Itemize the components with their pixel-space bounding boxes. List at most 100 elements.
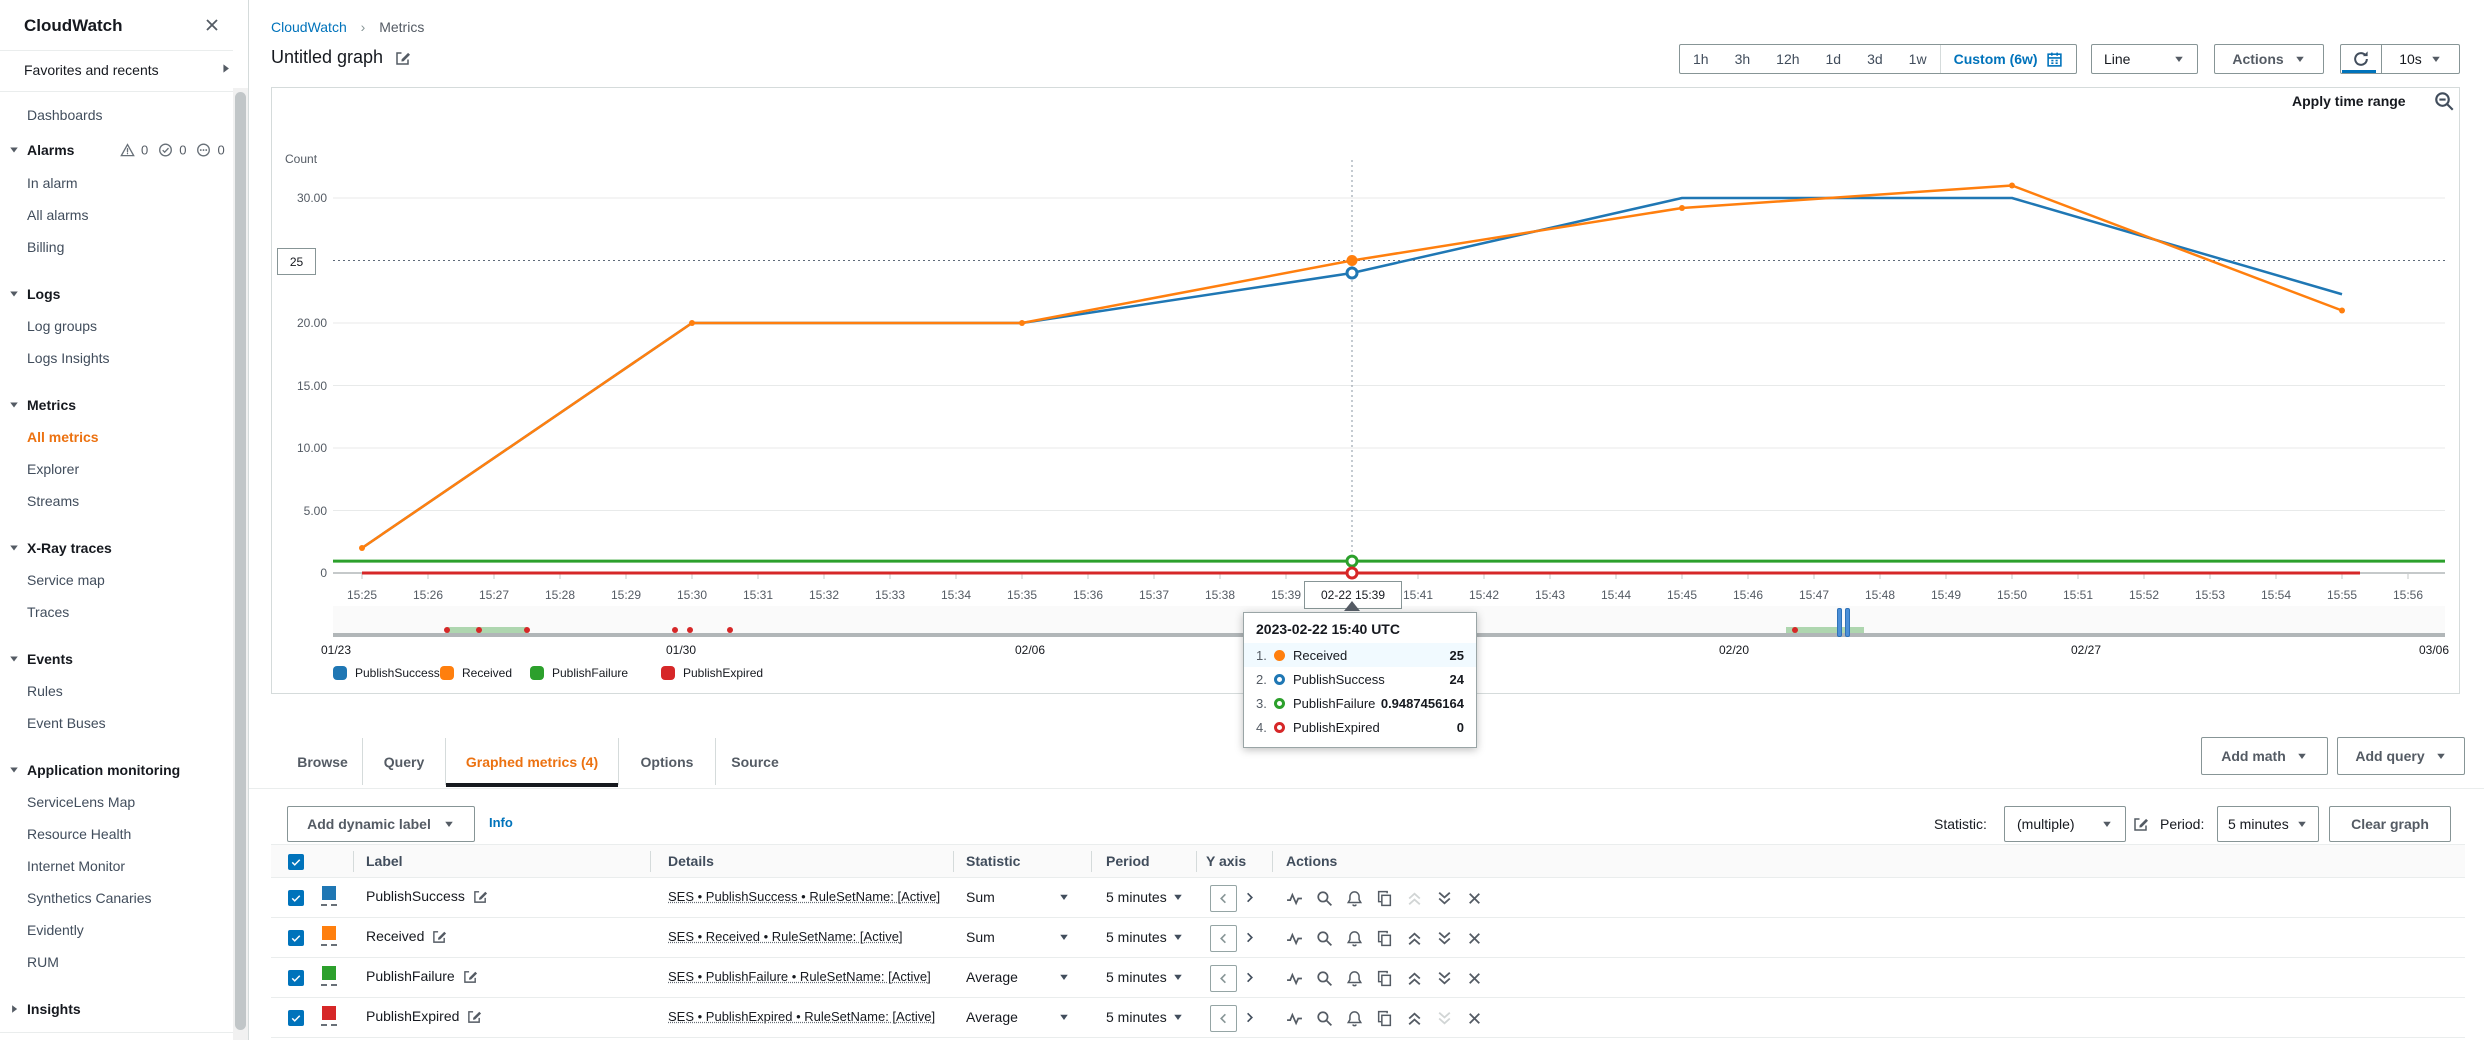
duplicate-metric-button[interactable] [1376,930,1393,947]
move-up-button[interactable] [1406,930,1423,947]
range-1h[interactable]: 1h [1693,51,1709,67]
sidebar-item-application-monitoring[interactable]: Application monitoring [0,755,233,785]
sidebar-item-rules[interactable]: Rules [27,683,63,699]
chart-type-select[interactable]: Line [2091,44,2198,74]
tab-source[interactable]: Source [715,738,794,785]
row-checkbox[interactable] [288,1010,304,1026]
sidebar-item-metrics[interactable]: Metrics [0,390,233,420]
add-query-button[interactable]: Add query [2337,737,2465,775]
zoom-to-metric-button[interactable] [1316,970,1333,987]
sidebar-item-in-alarm[interactable]: In alarm [27,175,78,191]
metric-details[interactable]: SES • Received • RuleSetName: [Active] [668,929,903,944]
remove-metric-button[interactable] [1466,930,1483,947]
range-3h[interactable]: 3h [1734,51,1751,67]
edit-title-icon[interactable] [395,50,411,66]
sidebar-item-synthetics-canaries[interactable]: Synthetics Canaries [27,890,152,906]
sidebar-item-internet-monitor[interactable]: Internet Monitor [27,858,126,874]
edit-label-icon[interactable] [432,929,447,944]
add-dynamic-label-button[interactable]: Add dynamic label [287,806,475,842]
sidebar-item-service-map[interactable]: Service map [27,572,105,588]
sidebar-item-explorer[interactable]: Explorer [27,461,80,477]
statistic-select[interactable]: (multiple) [2004,806,2126,842]
metric-details[interactable]: SES • PublishSuccess • RuleSetName: [Act… [668,889,941,904]
duplicate-metric-button[interactable] [1376,970,1393,987]
info-link[interactable]: Info [489,815,513,830]
line-style-dashes[interactable] [321,944,337,946]
sidebar-item-resource-health[interactable]: Resource Health [27,826,132,842]
series-color-swatch[interactable] [322,886,336,900]
create-alarm-button[interactable] [1346,1010,1363,1027]
line-style-dashes[interactable] [321,984,337,986]
apply-time-range[interactable]: Apply time range [2292,93,2406,109]
timeline-brush-handle[interactable] [1837,608,1843,637]
favorites-and-recents[interactable]: Favorites and recents [0,50,233,92]
range-1w[interactable]: 1w [1908,51,1927,67]
y-axis-left-toggle[interactable] [1210,1005,1237,1032]
series-color-swatch[interactable] [322,1006,336,1020]
create-alarm-button[interactable] [1346,890,1363,907]
sidebar-scrollbar-thumb[interactable] [235,92,246,1030]
legend-item-received[interactable]: Received [440,666,512,680]
tab-graphed-metrics-4-[interactable]: Graphed metrics (4) [445,738,618,787]
timeline-brush-handle[interactable] [1845,608,1851,637]
row-checkbox[interactable] [288,970,304,986]
zoom-to-metric-button[interactable] [1316,1010,1333,1027]
sidebar-item-all-alarms[interactable]: All alarms [27,207,89,223]
series-color-swatch[interactable] [322,966,336,980]
graph-this-metric-only-button[interactable] [1286,1010,1303,1027]
metric-details[interactable]: SES • PublishFailure • RuleSetName: [Act… [668,969,931,984]
y-axis-left-toggle[interactable] [1210,965,1237,992]
metric-details[interactable]: SES • PublishExpired • RuleSetName: [Act… [668,1009,936,1024]
zoom-to-metric-button[interactable] [1316,930,1333,947]
actions-button[interactable]: Actions [2214,44,2324,74]
edit-statistic-icon[interactable] [2133,816,2149,832]
line-style-dashes[interactable] [321,1024,337,1026]
create-alarm-button[interactable] [1346,970,1363,987]
refresh-interval-select[interactable]: 10s [2382,45,2459,73]
legend-item-publishfailure[interactable]: PublishFailure [530,666,628,680]
zoom-to-metric-button[interactable] [1316,890,1333,907]
sidebar-item-evidently[interactable]: Evidently [27,922,84,938]
edit-label-icon[interactable] [463,969,478,984]
sidebar-item-servicelens-map[interactable]: ServiceLens Map [27,794,136,810]
zoom-out-icon[interactable] [2434,91,2454,111]
edit-title-icon[interactable] [395,50,411,66]
graph-this-metric-only-button[interactable] [1286,930,1303,947]
y-axis-right-toggle[interactable] [1242,970,1257,985]
create-alarm-button[interactable] [1346,930,1363,947]
breadcrumb-cloudwatch[interactable]: CloudWatch [271,19,347,35]
move-down-button[interactable] [1436,970,1453,987]
refresh-button[interactable] [2341,45,2382,73]
move-up-button[interactable] [1406,970,1423,987]
period-select[interactable]: 5 minutes [2217,806,2319,842]
tab-options[interactable]: Options [618,738,715,785]
remove-metric-button[interactable] [1466,890,1483,907]
caret-down-icon[interactable] [1172,1011,1184,1023]
select-all-checkbox[interactable] [288,854,304,870]
add-math-button[interactable]: Add math [2201,737,2328,775]
move-down-button[interactable] [1436,1010,1453,1027]
clear-graph-button[interactable]: Clear graph [2329,806,2451,842]
caret-down-icon[interactable] [1058,1011,1070,1023]
y-axis-right-toggle[interactable] [1242,890,1257,905]
edit-label-icon[interactable] [473,889,488,904]
statistic-dropdown[interactable]: Average [966,969,1018,985]
row-checkbox[interactable] [288,930,304,946]
zoom-out-icon[interactable] [2434,91,2454,111]
sidebar-item-streams[interactable]: Streams [27,493,80,509]
duplicate-metric-button[interactable] [1376,1010,1393,1027]
range-12h[interactable]: 12h [1776,51,1800,67]
range-custom[interactable]: Custom (6w) [1939,45,2076,73]
caret-down-icon[interactable] [1058,971,1070,983]
sidebar-item-billing[interactable]: Billing [27,239,65,255]
statistic-dropdown[interactable]: Sum [966,889,995,905]
sidebar-item-logs[interactable]: Logs [0,279,233,309]
remove-metric-button[interactable] [1466,970,1483,987]
range-3d[interactable]: 3d [1867,51,1883,67]
duplicate-metric-button[interactable] [1376,890,1393,907]
row-checkbox[interactable] [288,890,304,906]
caret-down-icon[interactable] [1172,931,1184,943]
move-down-button[interactable] [1436,890,1453,907]
sidebar-item-log-groups[interactable]: Log groups [27,318,98,334]
period-dropdown[interactable]: 5 minutes [1106,1009,1167,1025]
